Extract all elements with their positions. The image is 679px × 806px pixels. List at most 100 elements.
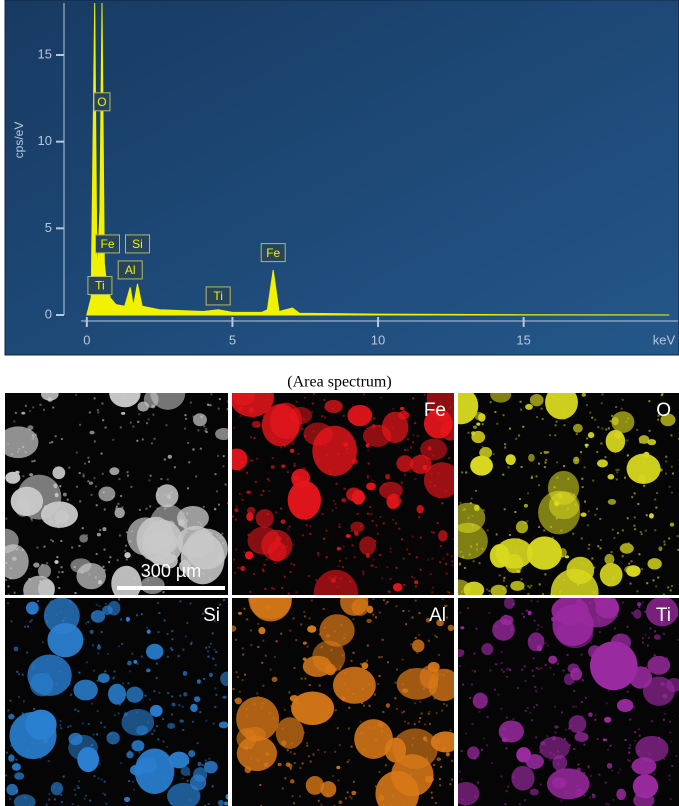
map-grain	[246, 491, 250, 494]
map-noise	[412, 434, 414, 436]
map-noise	[522, 613, 524, 615]
map-noise	[501, 669, 503, 671]
map-noise	[43, 409, 45, 411]
map-noise	[561, 711, 563, 713]
map-noise	[638, 553, 640, 555]
map-noise	[392, 519, 394, 521]
map-noise	[596, 508, 598, 510]
map-noise	[136, 440, 138, 442]
map-noise	[625, 739, 627, 741]
map-noise	[404, 474, 406, 476]
map-noise	[465, 471, 467, 473]
map-grain	[130, 765, 144, 776]
map-grain	[79, 534, 88, 542]
map-noise	[117, 559, 119, 561]
map-grain	[97, 645, 101, 650]
map-grain	[476, 423, 480, 426]
map-grain	[142, 520, 183, 565]
map-noise	[91, 703, 93, 705]
map-grain	[151, 405, 155, 409]
map-noise	[536, 691, 538, 693]
map-noise	[113, 677, 115, 679]
map-noise	[554, 732, 556, 734]
map-noise	[512, 718, 514, 720]
map-noise	[205, 760, 207, 762]
map-noise	[415, 637, 417, 639]
map-noise	[223, 599, 225, 601]
map-noise	[82, 473, 84, 475]
map-noise	[332, 509, 334, 511]
map-noise	[323, 538, 325, 540]
map-noise	[538, 463, 540, 465]
map-grain	[417, 505, 424, 514]
map-noise	[404, 721, 406, 723]
map-noise	[594, 514, 596, 516]
map-noise	[237, 567, 239, 569]
map-noise	[48, 793, 50, 795]
map-noise	[61, 566, 63, 568]
map-noise	[344, 488, 346, 490]
map-noise	[280, 446, 282, 448]
map-noise	[409, 471, 411, 473]
map-noise	[63, 775, 65, 777]
map-noise	[149, 699, 151, 701]
map-noise	[311, 600, 313, 602]
map-noise	[499, 574, 501, 576]
map-noise	[42, 641, 44, 643]
map-noise	[600, 539, 602, 541]
map-noise	[599, 547, 601, 549]
map-grain	[271, 465, 275, 469]
map-grain	[244, 746, 248, 750]
map-noise	[88, 723, 90, 725]
map-noise	[506, 717, 508, 719]
map-noise	[472, 670, 474, 672]
map-grain	[108, 684, 126, 705]
map-noise	[594, 719, 596, 721]
map-noise	[514, 511, 516, 513]
map-grain	[627, 454, 661, 484]
map-noise	[379, 771, 381, 773]
map-noise	[367, 644, 369, 646]
map-noise	[96, 604, 98, 606]
map-noise	[459, 665, 461, 667]
map-noise	[164, 459, 166, 461]
map-noise	[347, 791, 349, 793]
map-noise	[533, 675, 535, 677]
map-noise	[367, 477, 369, 479]
map-noise	[420, 537, 422, 539]
map-noise	[333, 500, 335, 502]
map-noise	[213, 723, 215, 725]
map-noise	[171, 630, 173, 632]
map-noise	[462, 684, 464, 686]
map-noise	[70, 694, 72, 696]
map-noise	[120, 762, 122, 764]
peak-label: Al	[125, 263, 136, 277]
map-noise	[116, 506, 118, 508]
map-noise	[539, 583, 541, 585]
map-noise	[212, 658, 214, 660]
map-grain	[90, 630, 94, 634]
map-grain	[204, 761, 218, 774]
map-grain	[127, 661, 132, 666]
map-noise	[26, 652, 28, 654]
map-noise	[504, 443, 506, 445]
map-noise	[118, 598, 120, 600]
map-noise	[184, 414, 186, 416]
map-grain	[131, 740, 144, 751]
map-grain	[281, 465, 285, 468]
map-noise	[188, 461, 190, 463]
map-grain	[670, 523, 674, 527]
map-grain	[247, 507, 256, 514]
map-grain	[245, 551, 253, 559]
map-noise	[58, 571, 60, 573]
map-noise	[597, 545, 599, 547]
map-noise	[418, 612, 420, 614]
map-noise	[610, 420, 612, 422]
map-noise	[654, 630, 656, 632]
map-noise	[48, 799, 50, 801]
map-grain	[396, 455, 413, 472]
map-noise	[387, 601, 389, 603]
map-noise	[13, 420, 15, 422]
map-noise	[383, 522, 385, 524]
map-noise	[119, 534, 121, 536]
